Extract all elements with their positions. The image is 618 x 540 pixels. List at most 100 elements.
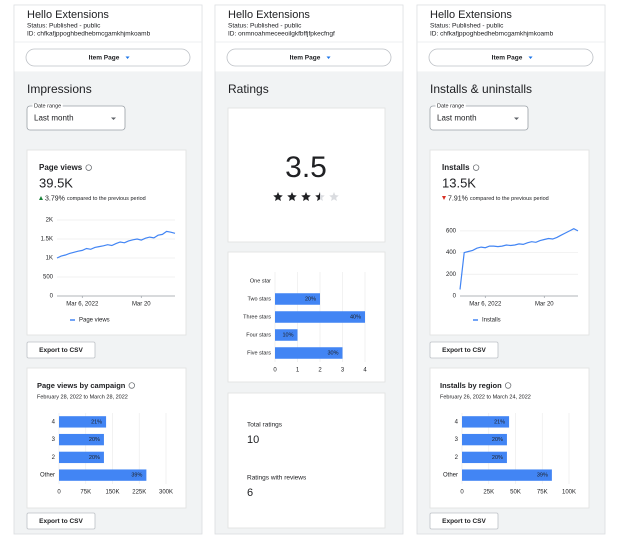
bar <box>275 311 365 323</box>
category-label: 3 <box>455 437 459 443</box>
bar <box>59 416 107 428</box>
help-icon <box>472 164 480 171</box>
date-range-label: Date range <box>437 103 464 109</box>
x-tick-label: 1 <box>296 368 300 374</box>
x-tick-label: 75K <box>80 490 91 496</box>
y-tick-label: 1K <box>46 256 53 262</box>
x-tick-label: 0 <box>273 368 277 374</box>
status: Status: Published - public <box>430 23 504 30</box>
button[interactable] <box>226 48 392 67</box>
section-heading: Ratings <box>228 82 269 96</box>
series-line <box>56 230 176 259</box>
label-backdrop <box>435 103 466 110</box>
legend-label: Installs <box>482 318 501 324</box>
star-filled <box>315 192 320 202</box>
section-heading: Impressions <box>27 82 92 96</box>
date-range-label: Date range <box>34 103 61 109</box>
button[interactable] <box>26 512 96 530</box>
average-rating: 3.5 <box>285 151 327 184</box>
button[interactable] <box>429 341 499 359</box>
bar <box>59 451 104 464</box>
button[interactable] <box>429 512 499 530</box>
bar-label: 20% <box>89 455 100 461</box>
button[interactable] <box>26 341 96 359</box>
x-tick-label: Mar 6, 2022 <box>66 302 99 308</box>
breakdown-title: Page views by campaign <box>37 381 126 390</box>
change-arrow <box>39 196 43 200</box>
bar <box>462 433 507 446</box>
change-text: compared to the previous period <box>67 196 146 202</box>
x-tick-label: 0 <box>57 490 61 496</box>
y-tick-label: 500 <box>43 275 54 281</box>
date-range-value: Last month <box>34 114 74 123</box>
x-tick-label: 75K <box>537 490 548 496</box>
button[interactable] <box>428 48 594 67</box>
category-label: Four stars <box>246 332 271 338</box>
star-filled <box>287 192 297 202</box>
bar <box>275 347 343 359</box>
extension-id: ID: chfkafjppoghbedhebmcgamkhjmkoamb <box>27 31 151 38</box>
x-tick-label: 0 <box>460 490 464 496</box>
x-tick-label: 150K <box>105 490 119 496</box>
help-icon <box>504 382 512 389</box>
star-rating <box>273 192 339 202</box>
bar-label: 30% <box>327 350 338 356</box>
button-label: Export to CSV <box>442 347 486 354</box>
help-icon <box>128 382 135 389</box>
y-tick-label: 2K <box>46 218 53 224</box>
bar-label: 40% <box>350 314 361 320</box>
x-tick-label: 25K <box>483 490 494 496</box>
button-label: Export to CSV <box>442 518 486 525</box>
change-percent: 3.79% <box>45 195 65 202</box>
star-filled <box>301 192 311 202</box>
bar-label: 21% <box>91 419 102 425</box>
date-range-select[interactable] <box>26 105 126 131</box>
category-label: One star <box>250 278 271 284</box>
x-tick-label: 4 <box>363 368 367 374</box>
category-label: 2 <box>52 455 56 461</box>
panel: Hello Extensions Status: Published - publ… <box>13 4 203 535</box>
stat-value: 6 <box>247 487 253 499</box>
change-text: compared to the previous period <box>470 196 549 202</box>
help-icon <box>85 164 92 171</box>
card <box>26 367 187 509</box>
x-tick-label: Mar 20 <box>535 302 554 308</box>
bar <box>275 293 320 305</box>
card <box>227 392 386 529</box>
panel: Hello Extensions Status: Published - publ… <box>214 4 404 535</box>
x-tick-label: Mar 6, 2022 <box>469 302 502 308</box>
change-arrow <box>442 196 446 200</box>
category-label: Other <box>40 473 55 479</box>
x-tick-label: 225K <box>132 490 146 496</box>
star-empty <box>329 192 339 202</box>
legend-label: Page views <box>79 318 110 324</box>
star-filled <box>273 192 283 202</box>
date-range-select[interactable] <box>429 105 529 131</box>
dropdown-arrow <box>125 56 130 59</box>
category-label: 4 <box>52 419 56 425</box>
metric-title: Page views <box>39 163 83 172</box>
card <box>227 107 386 243</box>
label-backdrop <box>32 103 63 110</box>
x-tick-label: 300K <box>159 490 173 496</box>
y-tick-label: 600 <box>446 228 457 234</box>
metric-title: Installs <box>442 163 470 172</box>
button[interactable] <box>25 48 191 67</box>
bar-label: 10% <box>282 332 293 338</box>
category-label: 3 <box>52 437 56 443</box>
bar-label: 21% <box>494 419 505 425</box>
x-tick-label: Mar 20 <box>132 302 151 308</box>
change-percent: 7.91% <box>448 195 468 202</box>
y-tick-label: 200 <box>446 272 457 278</box>
stat-label: Total ratings <box>247 422 283 429</box>
y-tick-label: 0 <box>453 294 457 300</box>
card <box>429 367 590 509</box>
dropdown-arrow <box>528 56 533 59</box>
category-label: Five stars <box>247 350 271 356</box>
category-label: Other <box>443 473 458 479</box>
category-label: 4 <box>455 419 459 425</box>
bar-label: 20% <box>492 455 503 461</box>
metric-value: 39.5K <box>39 175 73 190</box>
panel: Hello Extensions Status: Published - publ… <box>416 4 606 535</box>
status: Status: Published - public <box>228 23 302 30</box>
